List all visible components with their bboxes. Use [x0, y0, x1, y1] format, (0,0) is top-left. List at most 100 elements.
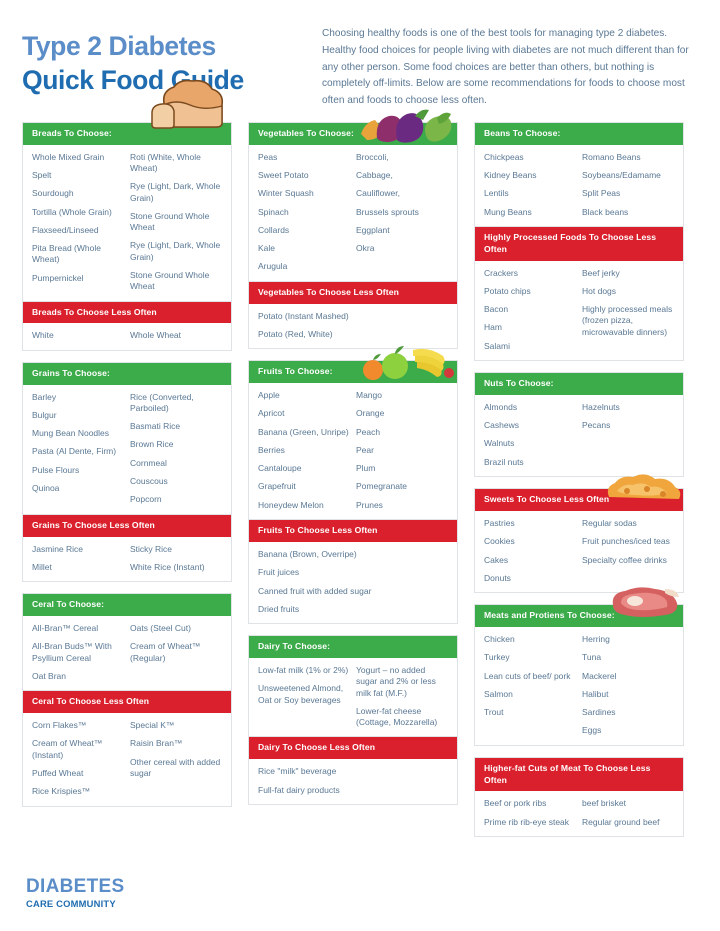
item-column-left: Chickpeas Kidney Beans Lentils Mung Bean… [484, 152, 576, 218]
item-column-left: Crackers Potato chips Bacon Ham Salami [484, 268, 576, 352]
card-sweets: Sweets To Choose Less Often Pastries Coo… [474, 474, 684, 594]
list-item: Prime rib rib-eye steak [484, 816, 570, 827]
item-column-left: Low-fat milk (1% or 2%) Unsweetened Almo… [258, 665, 350, 728]
list-item: Specialty coffee drinks [582, 554, 667, 565]
list-item: Beef or pork ribs [484, 798, 547, 809]
list-item: White Rice (Instant) [130, 561, 205, 572]
list-item: Popcorn [130, 494, 162, 505]
section-body-dairy-choose: Low-fat milk (1% or 2%) Unsweetened Almo… [249, 658, 457, 736]
list-item: All-Bran™ Cereal [32, 622, 99, 633]
section-heading-nuts-choose: Nuts To Choose: [475, 373, 683, 395]
item-column-left: Pastries Cookies Cakes Donuts [484, 518, 576, 584]
list-item: Apricot [258, 408, 285, 419]
list-item: Yogurt – no added sugar and 2% or less m… [356, 664, 436, 698]
list-item: Pasta (Al Dente, Firm) [32, 446, 117, 457]
list-item: Cakes [484, 554, 509, 565]
list-item: Pita Bread (Whole Wheat) [32, 243, 101, 265]
list-item: Walnuts [484, 438, 515, 449]
list-item: Cantaloupe [258, 463, 302, 474]
list-item: Fruit juices [258, 567, 300, 578]
list-item: Donuts [484, 572, 511, 583]
section-heading-breads-choose: Breads To Choose: [23, 122, 231, 145]
section-heading-cereal-choose: Ceral To Choose: [23, 594, 231, 616]
list-item: White [32, 330, 54, 341]
list-item: Crackers [484, 267, 519, 278]
list-item: Cashews [484, 420, 519, 431]
section-heading-processed-less: Highly Processed Foods To Choose Less Of… [475, 225, 683, 261]
list-item: Halibut [582, 688, 609, 699]
list-item: Jasmine Rice [32, 543, 84, 554]
page-title: Type 2 Diabetes Quick Food Guide [22, 22, 302, 110]
list-item: Unsweetened Almond, Oat or Soy beverages [258, 683, 344, 705]
item-column-left: White [32, 330, 124, 341]
list-item: Rye (Light, Dark, Whole Grain) [130, 181, 221, 203]
section-heading-vegetables-less: Vegetables To Choose Less Often [249, 280, 457, 304]
section-body-processed-less: Crackers Potato chips Bacon Ham Salami B… [475, 261, 683, 360]
list-item: Eggs [582, 725, 602, 736]
list-item: beef brisket [582, 798, 626, 809]
section-heading-sweets-less: Sweets To Choose Less Often [475, 489, 683, 511]
list-item: Kidney Beans [484, 169, 537, 180]
list-item: Roti (White, Whole Wheat) [130, 151, 201, 173]
list-item: Dried fruits [258, 603, 300, 614]
section-heading-vegetables-choose: Vegetables To Choose: [249, 122, 457, 145]
card-meats: Meats and Protiens To Choose: Chicken Tu… [474, 587, 684, 746]
item-column-right: Mango Orange Peach Pear Plum Pomegranate… [356, 390, 448, 511]
list-item: Romano Beans [582, 151, 641, 162]
list-item: Black beans [582, 206, 629, 217]
list-item: Cauliflower, [356, 188, 400, 199]
section-body-breads-less: White Whole Wheat [23, 323, 231, 349]
list-item: Brown Rice [130, 439, 174, 450]
section-heading-fruits-choose: Fruits To Choose: [249, 361, 457, 383]
card-beans-processed: Beans To Choose: Chickpeas Kidney Beans … [474, 121, 684, 361]
list-item: Whole Wheat [130, 330, 182, 341]
list-item: Brazil nuts [484, 456, 524, 467]
list-item: Cookies [484, 536, 515, 547]
list-item: Potato chips [484, 285, 531, 296]
list-item: All-Bran Buds™ With Psyllium Cereal [32, 641, 112, 663]
list-item: Sourdough [32, 188, 74, 199]
list-item: Herring [582, 633, 610, 644]
section-body-vegetables-less: Potato (Instant Mashed) Potato (Red, Whi… [249, 304, 457, 349]
list-item: Chickpeas [484, 151, 524, 162]
list-item: Low-fat milk (1% or 2%) [258, 664, 349, 675]
list-item: Stone Ground Whole Wheat [130, 210, 210, 233]
section-heading-dairy-choose: Dairy To Choose: [249, 636, 457, 658]
section-body-cereal-less: Corn Flakes™ Cream of Wheat™ (Instant) P… [23, 713, 231, 805]
item-column-left: Corn Flakes™ Cream of Wheat™ (Instant) P… [32, 720, 124, 797]
item-column-right: beef brisket Regular ground beef [582, 798, 674, 828]
item-column-left: Beef or pork ribs Prime rib rib-eye stea… [484, 798, 576, 828]
list-item: Honeydew Melon [258, 499, 324, 510]
section-body-dairy-less: Rice "milk" beverage Full-fat dairy prod… [249, 759, 457, 804]
list-item: Mung Bean Noodles [32, 428, 110, 439]
list-item: Highly processed meals (frozen pizza, mi… [582, 304, 673, 337]
list-item: Rice "milk" beverage [258, 766, 337, 777]
list-item: Raisin Bran™ [130, 738, 183, 749]
list-item: Tuna [582, 652, 602, 663]
section-heading-cereal-less: Ceral To Choose Less Often [23, 690, 231, 714]
list-item: Cream of Wheat™ (Instant) [32, 738, 103, 760]
item-column-left: All-Bran™ Cereal All-Bran Buds™ With Psy… [32, 623, 124, 682]
section-heading-grains-choose: Grains To Choose: [23, 362, 231, 385]
logo-primary-text: DIABETES [26, 876, 125, 898]
section-heading-grains-less: Grains To Choose Less Often [23, 513, 231, 537]
list-item: Bacon [484, 304, 509, 315]
list-item: Full-fat dairy products [258, 784, 340, 795]
list-item: Rice (Converted, Parboiled) [130, 391, 194, 413]
list-item: Millet [32, 561, 52, 572]
item-column-right: Special K™ Raisin Bran™ Other cereal wit… [130, 720, 222, 797]
section-body-vegetables-choose: Peas Sweet Potato Winter Squash Spinach … [249, 145, 457, 281]
item-column-right: Whole Wheat [130, 330, 222, 341]
title-line-1: Type 2 Diabetes [22, 31, 216, 61]
intro-paragraph: Choosing healthy foods is one of the bes… [322, 28, 689, 106]
item-column-right: Sticky Rice White Rice (Instant) [130, 544, 222, 574]
list-item: Eggplant [356, 224, 390, 235]
section-body-breads-choose: Whole Mixed Grain Spelt Sourdough Tortil… [23, 145, 231, 301]
section-heading-meats-choose: Meats and Protiens To Choose: [475, 605, 683, 627]
list-item: Couscous [130, 476, 168, 487]
list-item: Potato (Red, White) [258, 328, 333, 339]
list-item: Barley [32, 391, 57, 402]
footer-logo: DIABETES CARE COMMUNITY [26, 877, 124, 909]
item-column-right: Regular sodas Fruit punches/iced teas Sp… [582, 518, 674, 584]
list-item: Other cereal with added sugar [130, 756, 221, 778]
